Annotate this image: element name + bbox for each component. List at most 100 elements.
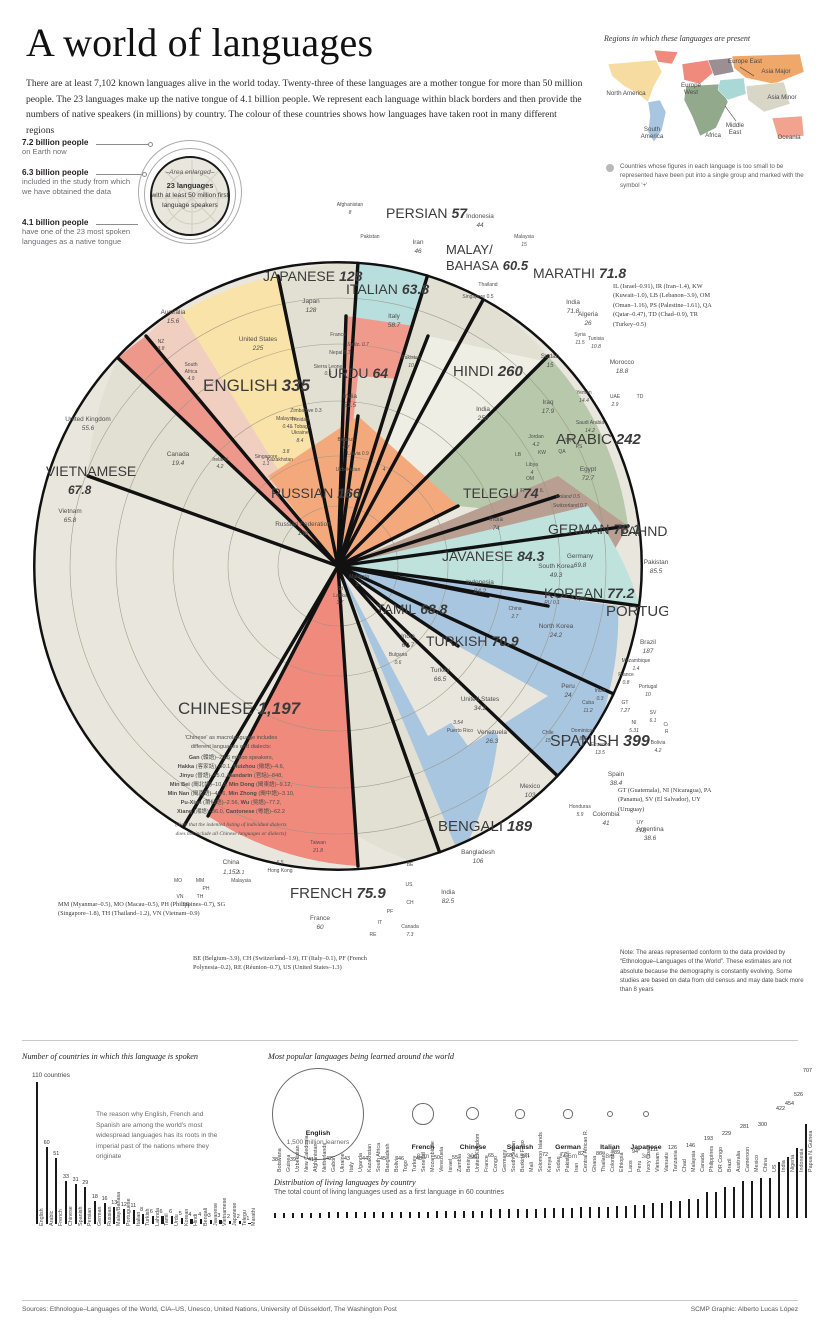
bar-label: Australia [736,1151,742,1172]
country-label: Saudi Arabia [576,420,605,426]
bar-value: 2 [227,1214,231,1221]
country-label: Portugal [639,684,658,690]
bar-value: 18 [91,1193,98,1200]
svg-text:TD: TD [637,394,644,400]
country-value: 85.5 [650,568,663,575]
country-value: 8.4 [297,438,304,444]
bar-value: 12 [120,1201,127,1208]
bar [778,1161,781,1218]
page-title: A world of languages [26,20,374,65]
bar [292,1212,295,1218]
bar-value: 94 [632,1149,638,1156]
bar [643,1205,646,1218]
bar [490,1209,493,1218]
country-label: Malaysia [349,574,369,580]
bar-value: 50 [434,1155,440,1162]
bar [180,1217,183,1224]
arabic-abbrev-note: IL (Israel–0.91), IR (Iran–1.4), KW (Kuw… [613,283,712,328]
country-label: France [330,332,346,338]
bar-label: Malay/Bahasa [116,1191,123,1226]
bar [670,1201,673,1218]
bar [346,1212,349,1218]
country-label: Poland 0.5 [556,494,580,500]
svg-text:Min Bei (閩北語)–10.3, Min Dong (: Min Bei (閩北語)–10.3, Min Dong (閩東語)–9.12, [170,780,293,788]
bar [171,1216,174,1224]
bar [301,1212,304,1218]
bar-value: 45 [380,1155,386,1162]
country-value: 258 [477,415,489,422]
learner-label: German [555,1144,581,1151]
bar-value: 707 [803,1067,812,1074]
country-value: 15 [545,738,551,744]
country-label: South Korea [538,563,574,570]
country-label: Sudan [541,353,560,360]
bar-value: 48 [416,1155,422,1162]
language-label-marathi: MARATHI 71.8 [533,265,626,281]
country-label: Thailand [478,282,497,288]
language-label-english: ENGLISH 335 [203,376,311,395]
bar-label: Bangladesh [385,1143,391,1172]
bar-value: 68 [506,1152,512,1159]
learner-value: 1,500 million learners [286,1139,350,1146]
country-value: 72.7 [582,475,595,482]
language-label-french: FRENCH 75.9 [290,885,386,902]
country-label: Iran [412,239,423,246]
country-label: Malaysia [276,416,296,422]
country-value: 4.2 [655,748,662,754]
country-value: 0.5 [325,371,332,377]
bars-area: English 60 Arabic 51 French 33 Chinese 31 Spanis… [36,1082,258,1226]
bar [724,1187,727,1218]
bar [36,1082,39,1224]
learner-label: English [305,1130,331,1137]
language-label-javanese: JAVANESE 84.3 [442,548,545,564]
bar [248,1222,251,1224]
country-label: GT [622,700,629,706]
bar [93,1200,97,1224]
bar [580,1207,583,1218]
bar-label: Congo [493,1156,499,1172]
svg-text:BE: BE [407,862,414,868]
svg-text:KW: KW [538,450,546,456]
country-value: 225 [252,345,264,352]
country-label: Argentina [636,826,664,833]
svg-text:Hakka (客家話)–30.1, Huizhou (徽語): Hakka (客家話)–30.1, Huizhou (徽語)–4.6, [178,762,285,770]
bar [760,1177,763,1218]
bar-label: Mali [529,1162,535,1172]
bar-label: Vanuatu [664,1152,670,1172]
country-value: 1,152 [223,869,239,876]
learner-value: 14.5m [558,1153,578,1160]
country-label: France [310,915,330,922]
bar [625,1206,628,1218]
country-label: Ukraine [291,430,308,436]
country-value: 4.9 [188,376,195,382]
country-label: Peru [561,683,575,690]
country-label: & Tobago [289,424,310,430]
bar [382,1212,385,1218]
region-map-panel: Regions in which these languages are pre… [604,34,812,194]
bar-label: Malaysia [691,1150,697,1172]
learner-label: Japanese [630,1144,662,1151]
country-value: 8 [349,210,352,216]
country-label: India [566,299,580,306]
svg-text:Gan (贛語)–20.6 million speakers: Gan (贛語)–20.6 million speakers, [189,753,274,761]
bar-value: 82 [578,1151,584,1158]
country-label: Puerto Rico [447,728,473,734]
bar [589,1207,592,1218]
bar [364,1212,367,1218]
bar-label: Spanish [77,1206,84,1226]
bar-label: Senegal [421,1152,427,1172]
country-label: Vietnam [58,508,81,515]
bar [310,1212,313,1218]
language-label-persian: PERSIAN 57 [386,205,468,221]
bar-value: 126 [668,1145,677,1152]
bar [400,1211,403,1218]
country-value: 4 [383,467,386,473]
bar-value: 71 [524,1152,530,1159]
country-value: 3.8 [158,346,165,352]
svg-text:MO: MO [174,878,182,884]
country-value: 6.1 [650,718,657,724]
chart-title: Most popular languages being learned aro… [268,1052,454,1061]
country-label: India [595,688,606,694]
bar [409,1211,412,1218]
